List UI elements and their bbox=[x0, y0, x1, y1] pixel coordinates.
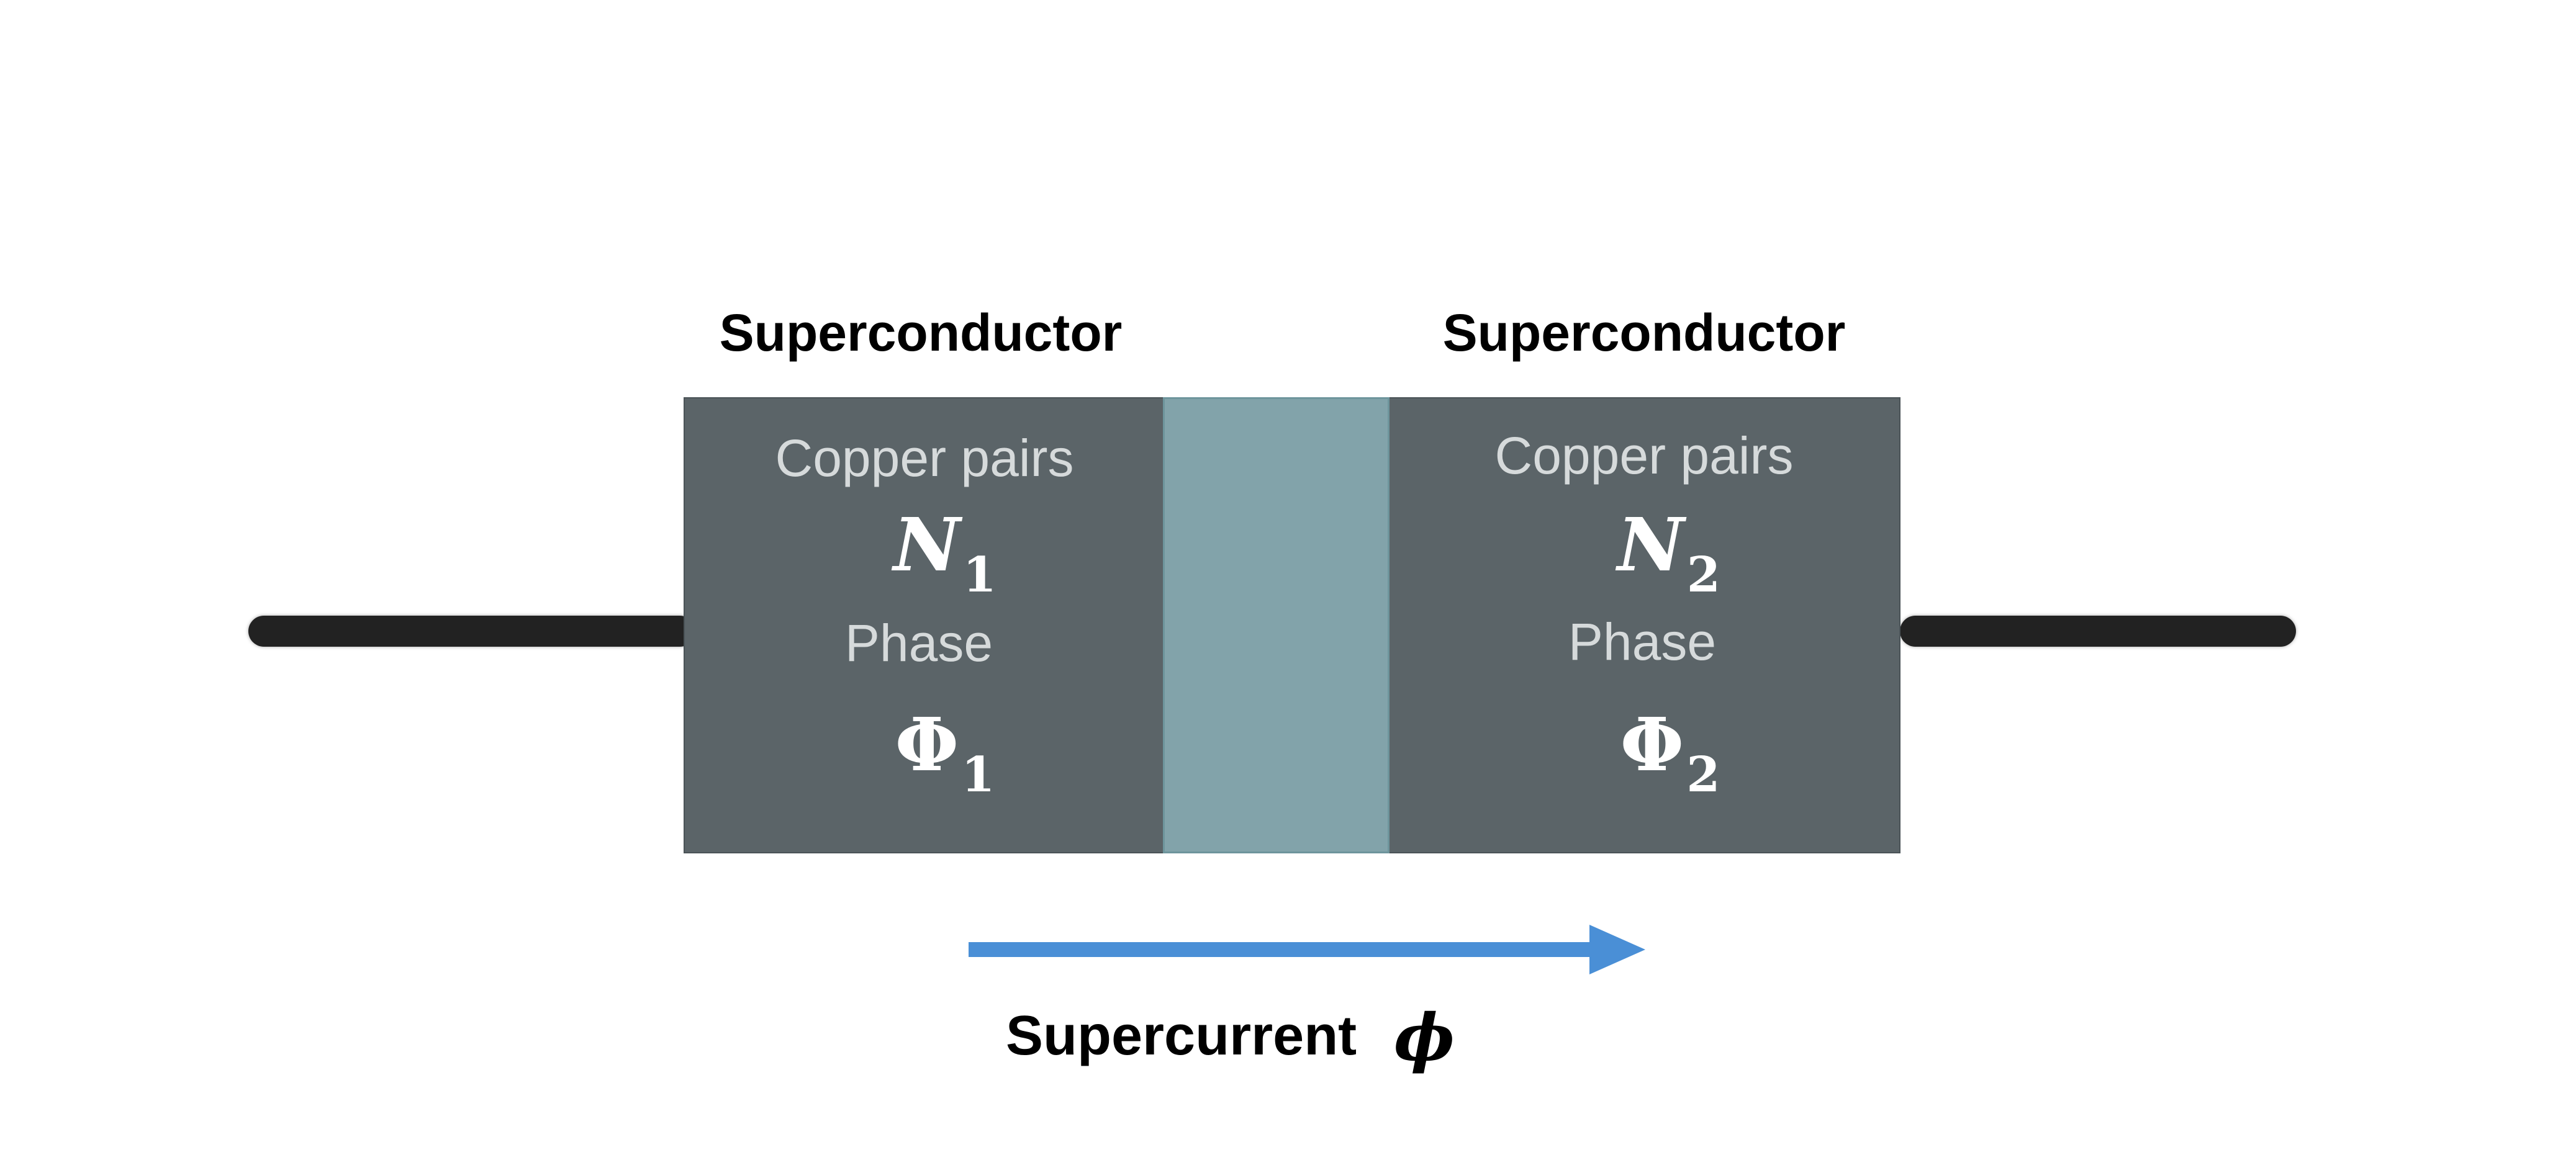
right-phase-symbol: Φ2 bbox=[1620, 701, 1720, 803]
junction-barrier bbox=[1163, 397, 1390, 853]
left-phase-subscript: 1 bbox=[961, 747, 995, 803]
left-pairs-symbol-letter: N bbox=[893, 501, 960, 588]
left-phase-label: Phase bbox=[844, 614, 993, 672]
supercurrent-arrow-head bbox=[1589, 925, 1645, 974]
right-pairs-symbol-letter: N bbox=[1617, 501, 1684, 588]
left-superconductor-block bbox=[684, 397, 1165, 853]
left-superconductor-title: Superconductor bbox=[719, 303, 1123, 362]
right-lead-wire bbox=[1900, 616, 2296, 647]
right-superconductor-title: Superconductor bbox=[1442, 303, 1846, 362]
right-phase-label: Phase bbox=[1568, 613, 1717, 671]
left-phase-symbol: Φ1 bbox=[895, 701, 995, 803]
right-superconductor-block bbox=[1388, 397, 1900, 853]
right-pairs-label: Copper pairs bbox=[1494, 426, 1794, 485]
left-pairs-subscript: 1 bbox=[962, 547, 997, 603]
supercurrent-arrow bbox=[969, 925, 1645, 974]
left-lead-wire bbox=[248, 616, 695, 647]
left-pairs-label: Copper pairs bbox=[775, 429, 1074, 487]
supercurrent-label: Supercurrent bbox=[1006, 1005, 1357, 1067]
right-phase-subscript: 2 bbox=[1686, 747, 1720, 803]
left-pairs-symbol: N1 bbox=[893, 501, 997, 603]
right-pairs-subscript: 2 bbox=[1686, 547, 1721, 603]
supercurrent-symbol: ϕ bbox=[1394, 999, 1455, 1076]
left-phase-symbol-letter: Φ bbox=[895, 701, 959, 788]
right-phase-symbol-letter: Φ bbox=[1620, 701, 1684, 788]
right-pairs-symbol: N2 bbox=[1617, 501, 1720, 603]
